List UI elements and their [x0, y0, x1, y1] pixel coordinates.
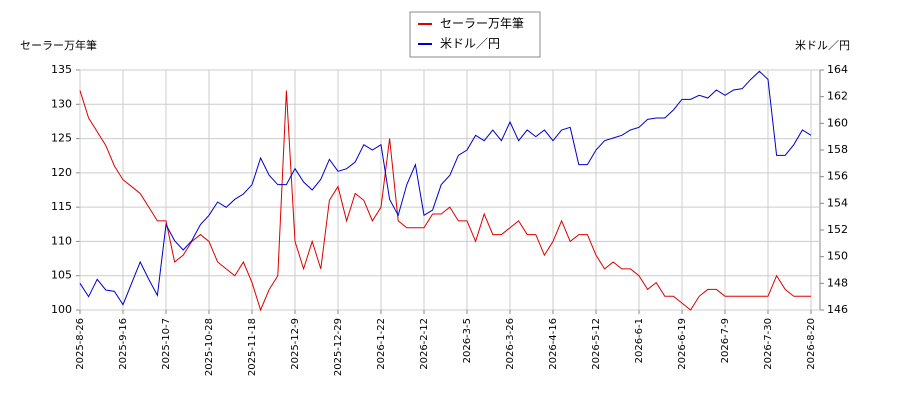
y2-tick-label: 156 [827, 170, 848, 183]
y2-tick-label: 162 [827, 90, 848, 103]
x-tick-label: 2025-12-9 [290, 318, 301, 370]
x-tick-label: 2026-6-19 [677, 318, 688, 370]
y-axis-label: セーラー万年筆 [20, 38, 97, 52]
x-tick-label: 2026-1-22 [376, 318, 387, 370]
x-tick-label: 2025-12-29 [333, 318, 344, 376]
x-tick-label: 2025-10-7 [161, 318, 172, 370]
y2-tick-label: 158 [827, 143, 848, 156]
y2-tick-label: 152 [827, 223, 848, 236]
x-tick-label: 2026-8-20 [806, 318, 817, 370]
x-tick-label: 2025-10-28 [204, 318, 215, 376]
x-tick-label: 2026-7-9 [720, 318, 731, 363]
legend-label: セーラー万年筆 [440, 17, 524, 31]
x-tick-label: 2026-2-12 [419, 318, 430, 370]
series-line [79, 90, 811, 312]
x-tick-label: 2026-5-12 [591, 318, 602, 370]
x-tick-label: 2026-3-5 [462, 318, 473, 363]
x-tick-label: 2025-11-18 [247, 318, 258, 376]
y-tick-label: 130 [51, 97, 72, 110]
y-tick-label: 120 [51, 166, 72, 179]
series-line [79, 70, 812, 306]
x-tick-label: 2025-8-26 [75, 318, 86, 370]
y-tick-label: 135 [51, 63, 72, 76]
y-tick-label: 115 [51, 200, 72, 213]
y2-tick-label: 154 [827, 196, 848, 209]
x-tick-label: 2026-6-1 [634, 318, 645, 363]
x-tick-label: 2026-4-16 [548, 318, 559, 370]
x-tick-label: 2026-7-30 [763, 318, 774, 370]
x-tick-label: 2026-3-26 [505, 318, 516, 370]
y2-tick-label: 164 [827, 63, 848, 76]
y2-tick-label: 150 [827, 250, 848, 263]
y2-axis-label: 米ドル／円 [795, 39, 850, 52]
y2-tick-label: 146 [827, 303, 848, 316]
y-tick-label: 125 [51, 132, 72, 145]
legend [409, 11, 541, 58]
y-tick-label: 110 [51, 234, 72, 247]
x-tick-label: 2025-9-16 [118, 318, 129, 370]
legend-label: 米ドル／円 [440, 37, 500, 51]
y2-tick-label: 160 [827, 116, 848, 129]
y-tick-label: 105 [51, 269, 72, 282]
y-tick-label: 100 [51, 303, 72, 316]
y2-tick-label: 148 [827, 276, 848, 289]
plot-frame [79, 69, 821, 311]
